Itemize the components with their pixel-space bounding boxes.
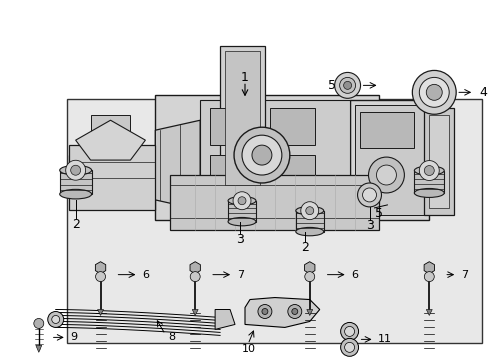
Circle shape [340,77,356,93]
Circle shape [344,342,355,352]
Text: 2: 2 [72,218,79,231]
Circle shape [48,311,64,328]
Circle shape [343,81,352,89]
Ellipse shape [296,228,324,236]
Text: 2: 2 [301,241,309,254]
Polygon shape [36,345,42,352]
Circle shape [96,272,105,282]
Bar [67,99,482,343]
Circle shape [52,315,60,323]
Circle shape [358,183,382,207]
Circle shape [301,202,318,220]
Polygon shape [192,310,198,315]
Polygon shape [210,155,255,185]
Polygon shape [200,100,349,215]
Ellipse shape [60,189,92,199]
Polygon shape [155,120,200,210]
Circle shape [341,338,359,356]
Text: 5: 5 [328,79,336,92]
Circle shape [258,305,272,319]
Text: 7: 7 [461,270,468,280]
Circle shape [242,135,282,175]
Polygon shape [270,108,315,145]
Polygon shape [355,105,424,215]
Circle shape [363,188,376,202]
Circle shape [306,207,314,215]
Circle shape [190,272,200,282]
Circle shape [335,72,361,98]
Text: 6: 6 [352,270,359,280]
Polygon shape [171,175,379,230]
Ellipse shape [228,197,256,205]
Polygon shape [155,95,379,220]
Polygon shape [307,310,313,315]
Polygon shape [349,100,429,220]
Polygon shape [360,112,415,148]
Circle shape [341,323,359,340]
Text: 7: 7 [237,270,244,280]
Ellipse shape [415,166,444,175]
Polygon shape [270,155,315,185]
Circle shape [424,166,434,176]
Circle shape [344,327,355,336]
Circle shape [376,165,396,185]
Circle shape [413,71,456,114]
Polygon shape [220,45,265,200]
Text: 10: 10 [242,345,256,354]
Ellipse shape [228,217,256,226]
Text: 4: 4 [479,86,487,99]
Circle shape [292,309,298,315]
Circle shape [71,165,81,175]
Circle shape [419,77,449,107]
Circle shape [238,197,246,205]
Polygon shape [296,211,324,231]
Circle shape [424,272,434,282]
Text: 5: 5 [375,207,384,220]
Polygon shape [98,310,103,315]
Ellipse shape [415,189,444,197]
Polygon shape [69,145,155,210]
Circle shape [419,161,439,180]
Polygon shape [60,170,92,194]
Polygon shape [75,120,146,160]
Polygon shape [225,50,260,185]
Text: 11: 11 [377,334,392,345]
Ellipse shape [60,166,92,175]
Circle shape [262,309,268,315]
Circle shape [288,305,302,319]
Circle shape [34,319,44,328]
Polygon shape [245,298,319,328]
Text: 3: 3 [366,219,373,232]
Text: 9: 9 [71,332,78,342]
Text: 3: 3 [236,233,244,246]
Circle shape [234,127,290,183]
Text: 8: 8 [168,332,175,342]
Polygon shape [415,171,444,193]
Polygon shape [69,155,155,185]
Polygon shape [228,201,256,222]
Circle shape [305,272,315,282]
Circle shape [252,145,272,165]
Circle shape [368,157,404,193]
Circle shape [233,192,251,210]
Text: 6: 6 [143,270,149,280]
Polygon shape [215,310,235,329]
Polygon shape [424,108,454,215]
Polygon shape [210,108,255,145]
Circle shape [426,84,442,100]
Polygon shape [426,310,432,315]
Polygon shape [429,115,449,208]
Polygon shape [91,115,130,145]
Circle shape [66,160,86,180]
Text: 1: 1 [241,71,249,84]
Ellipse shape [296,207,324,215]
